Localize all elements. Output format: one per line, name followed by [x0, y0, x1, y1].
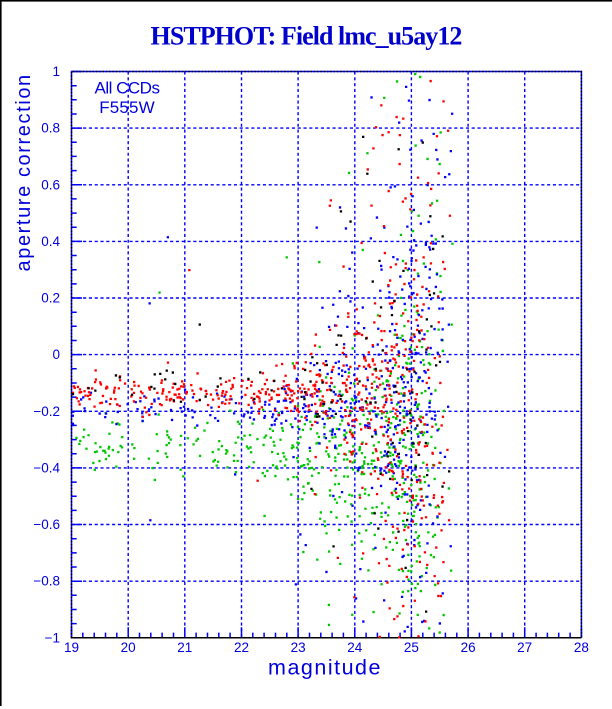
svg-text:23: 23 — [291, 640, 306, 655]
svg-text:27: 27 — [517, 640, 532, 655]
svg-text:−0.8: −0.8 — [33, 574, 60, 589]
svg-text:0: 0 — [52, 347, 60, 362]
svg-text:−0.2: −0.2 — [33, 404, 60, 419]
svg-text:F555W: F555W — [99, 98, 155, 117]
svg-text:−1: −1 — [45, 630, 60, 645]
svg-text:magnitude: magnitude — [268, 656, 382, 680]
svg-text:22: 22 — [234, 640, 249, 655]
svg-text:28: 28 — [574, 640, 589, 655]
svg-text:0.8: 0.8 — [41, 121, 60, 136]
svg-text:25: 25 — [404, 640, 419, 655]
svg-text:21: 21 — [177, 640, 192, 655]
svg-text:0.6: 0.6 — [41, 177, 60, 192]
svg-text:HSTPHOT: Field lmc_u5ay12: HSTPHOT: Field lmc_u5ay12 — [151, 22, 462, 51]
svg-text:0.4: 0.4 — [41, 234, 60, 249]
svg-text:All CCDs: All CCDs — [95, 78, 160, 97]
svg-text:aperture correction: aperture correction — [13, 73, 35, 271]
svg-text:−0.4: −0.4 — [33, 460, 60, 475]
svg-text:26: 26 — [461, 640, 476, 655]
svg-text:19: 19 — [64, 640, 79, 655]
svg-text:0.2: 0.2 — [41, 291, 60, 306]
svg-text:−0.6: −0.6 — [33, 517, 60, 532]
svg-text:1: 1 — [52, 64, 60, 79]
svg-text:20: 20 — [121, 640, 136, 655]
svg-text:24: 24 — [347, 640, 363, 655]
